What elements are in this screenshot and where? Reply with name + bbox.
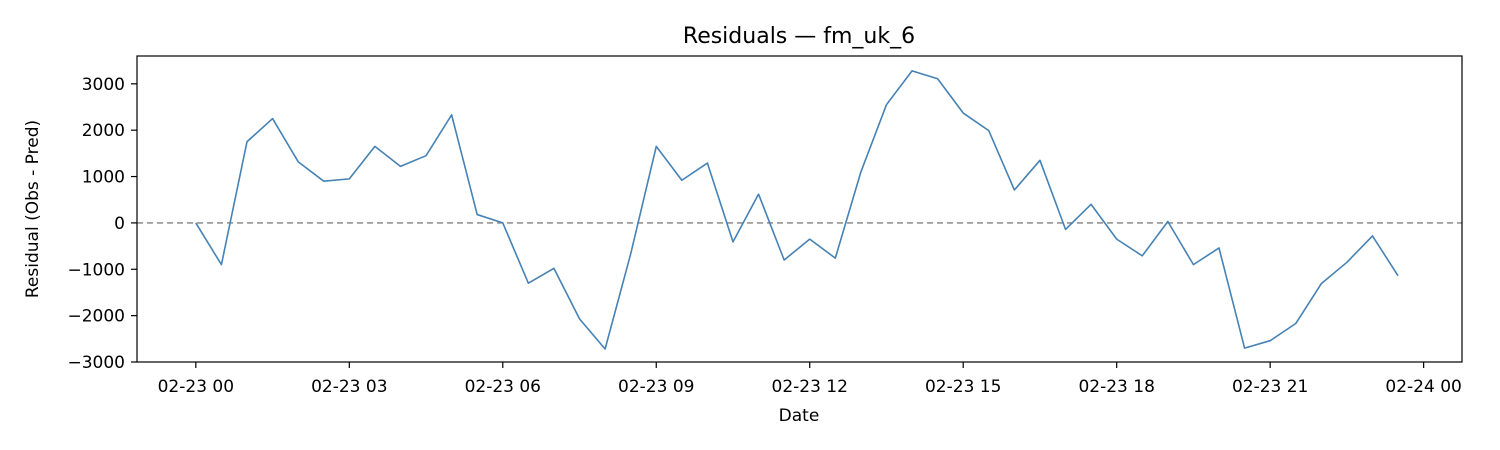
y-axis: 3000 2000 1000 0 −1000 −2000 −3000 bbox=[67, 75, 137, 373]
plot-area bbox=[136, 55, 1463, 363]
x-tick-label: 02-23 15 bbox=[925, 377, 1001, 397]
x-tick-label: 02-23 06 bbox=[465, 377, 541, 397]
y-tick-label: −1000 bbox=[67, 260, 125, 280]
series-layer bbox=[195, 70, 1399, 350]
x-tick-label: 02-24 00 bbox=[1385, 377, 1461, 397]
y-tick-label: −2000 bbox=[67, 307, 125, 327]
y-tick-label: 3000 bbox=[82, 75, 125, 95]
x-axis-label: Date bbox=[779, 406, 820, 426]
x-tick-label: 02-23 09 bbox=[618, 377, 694, 397]
plot-frame bbox=[136, 55, 1463, 363]
x-tick-label: 02-23 18 bbox=[1078, 377, 1154, 397]
y-tick-label: 0 bbox=[114, 214, 125, 234]
x-axis: 02-23 00 02-23 03 02-23 06 02-23 09 02-23 12… bbox=[158, 362, 1462, 397]
y-tick-label: −3000 bbox=[67, 353, 125, 373]
y-tick-label: 1000 bbox=[82, 168, 125, 188]
x-tick-label: 02-23 00 bbox=[158, 377, 234, 397]
x-tick-label: 02-23 03 bbox=[311, 377, 387, 397]
x-tick-label: 02-23 12 bbox=[772, 377, 848, 397]
residual-series-line bbox=[195, 70, 1399, 350]
chart-title: Residuals — fm_uk_6 bbox=[683, 24, 915, 49]
x-tick-label: 02-23 21 bbox=[1232, 377, 1308, 397]
y-tick-label: 2000 bbox=[82, 121, 125, 141]
y-axis-label: Residual (Obs - Pred) bbox=[23, 120, 43, 298]
